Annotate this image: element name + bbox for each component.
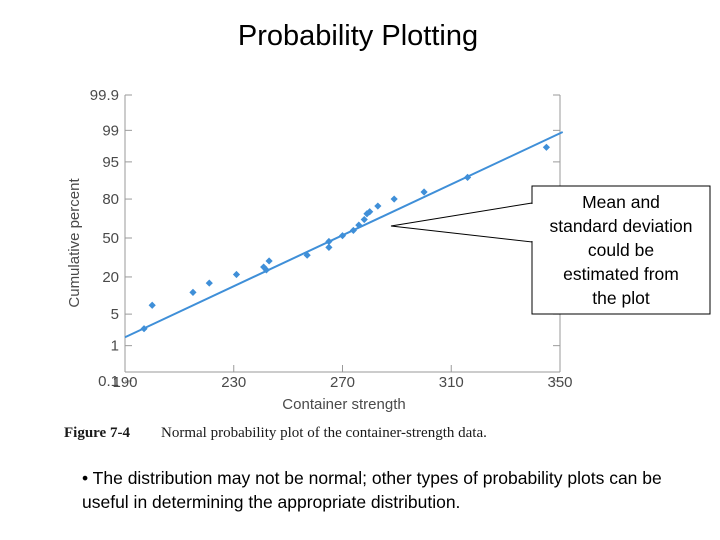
y-tick-label: 1 (111, 338, 119, 355)
data-point (303, 251, 311, 259)
figure-caption-text: Normal probability plot of the container… (161, 425, 487, 441)
y-tick-label: 99.9 (90, 87, 119, 104)
bullet-text: • The distribution may not be normal; ot… (82, 468, 662, 512)
callout-line: Mean and (582, 192, 660, 212)
data-point (140, 325, 148, 333)
x-tick-label: 230 (221, 374, 246, 391)
data-point (148, 301, 156, 309)
x-tick-labels: 190 230 270 310 350 (112, 374, 572, 391)
callout-line: standard deviation (549, 216, 692, 236)
y-tick-label: 0.1 (98, 373, 119, 390)
data-point (205, 279, 213, 287)
data-point (390, 195, 398, 203)
callout-pointer (390, 202, 533, 243)
data-point (420, 188, 428, 196)
y-tick-label: 5 (111, 306, 119, 323)
x-tick-label: 270 (330, 374, 355, 391)
y-tick-labels: 0.1 1 5 20 50 80 95 99 99.9 (90, 87, 119, 390)
callout-line: the plot (592, 288, 650, 308)
callout: Mean and standard deviation could be estima… (390, 185, 711, 315)
slide-title: Probability Plotting (237, 20, 479, 52)
data-point (325, 237, 333, 246)
x-tick-label: 350 (547, 374, 572, 391)
y-tick-label: 50 (102, 230, 119, 247)
x-axis-label: Container strength (282, 396, 405, 413)
data-points (140, 143, 551, 333)
data-point (463, 173, 472, 181)
figure-caption-label: Figure 7-4 (64, 425, 130, 441)
y-tick-label: 99 (102, 122, 119, 139)
data-point (355, 221, 363, 229)
data-point (374, 202, 382, 210)
data-point (360, 215, 368, 224)
y-tick-label: 95 (102, 154, 119, 171)
data-point (349, 226, 357, 235)
data-point (232, 270, 241, 279)
x-tick-label: 310 (439, 374, 464, 391)
data-point (189, 288, 197, 296)
y-tick-label: 80 (102, 191, 119, 208)
callout-box (531, 185, 711, 315)
data-point (325, 243, 333, 251)
y-axis-label: Cumulative percent (66, 178, 83, 308)
data-point (265, 257, 273, 265)
data-point (262, 266, 270, 274)
callout-line: estimated from (563, 264, 679, 284)
data-point (542, 143, 551, 151)
callout-line: could be (588, 240, 654, 260)
y-tick-label: 20 (102, 269, 119, 286)
data-point (366, 208, 374, 216)
x-tick-label: 190 (112, 374, 137, 391)
data-point (338, 232, 347, 240)
